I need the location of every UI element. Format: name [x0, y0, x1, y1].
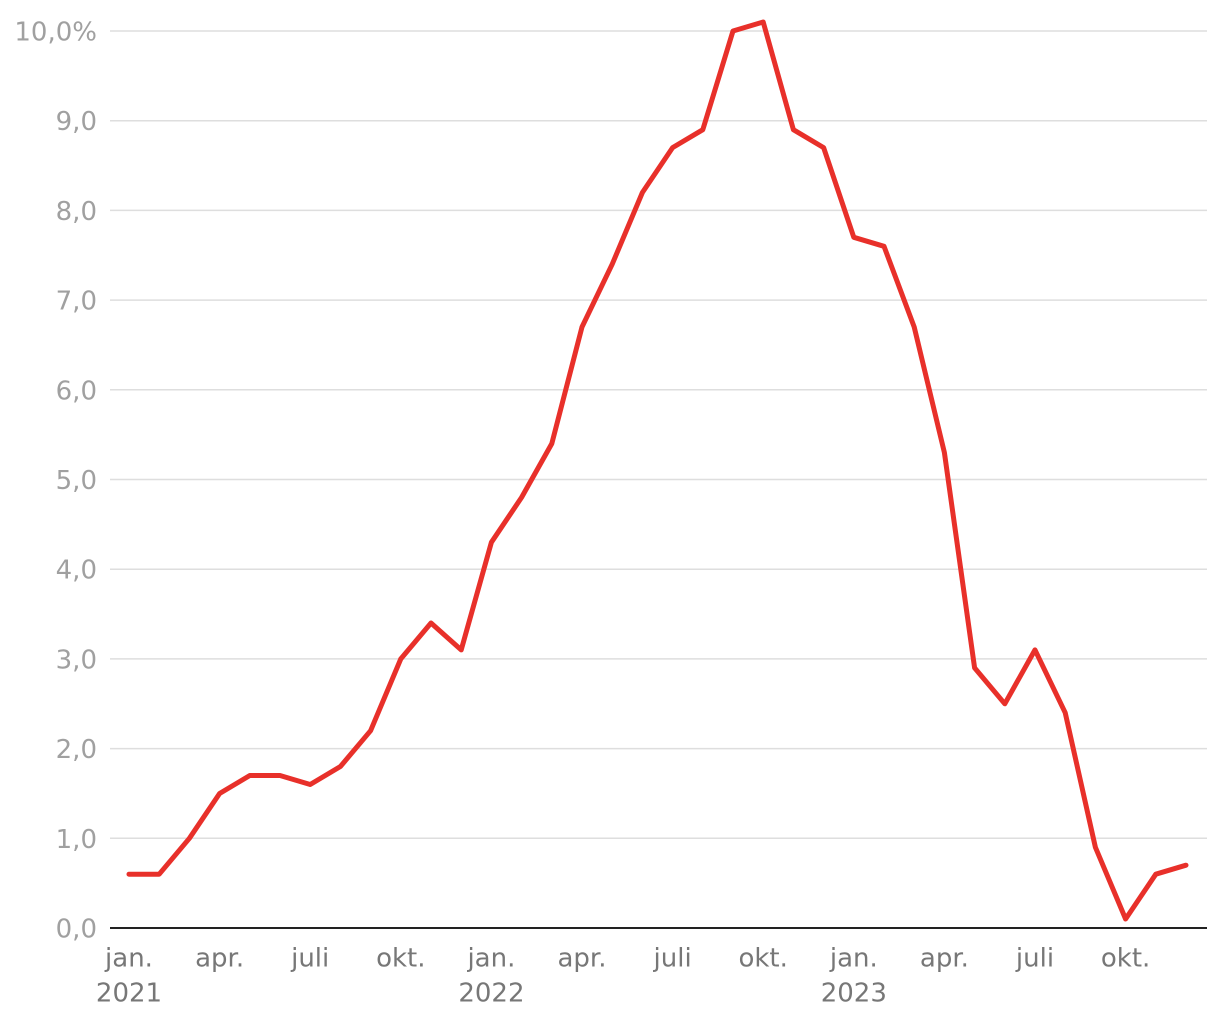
y-tick-label: 3,0 — [56, 645, 97, 675]
y-tick-label: 9,0 — [56, 107, 97, 137]
y-tick-label: 5,0 — [56, 466, 97, 496]
x-tick-label: okt. — [376, 944, 425, 974]
data-line — [126, 19, 1189, 922]
y-tick-label: 4,0 — [56, 556, 97, 586]
x-tick-label: apr. — [920, 944, 969, 974]
x-year-label: 2023 — [821, 979, 887, 1009]
y-tick-label: 8,0 — [56, 197, 97, 227]
x-tick-label: apr. — [557, 944, 606, 974]
x-year-label: 2021 — [96, 979, 162, 1009]
x-tick-label: juli — [290, 944, 329, 974]
x-tick-label: juli — [1015, 944, 1054, 974]
x-tick-label: jan. — [829, 944, 878, 974]
y-tick-label: 0,0 — [56, 915, 97, 945]
x-tick-label: okt. — [738, 944, 787, 974]
x-year-label: 2022 — [458, 979, 524, 1009]
x-tick-label: jan. — [466, 944, 515, 974]
x-tick-label: okt. — [1101, 944, 1150, 974]
y-tick-label: 6,0 — [56, 376, 97, 406]
x-tick-label: jan. — [104, 944, 153, 974]
x-tick-label: apr. — [195, 944, 244, 974]
y-tick-label: 7,0 — [56, 287, 97, 317]
y-tick-label: 2,0 — [56, 735, 97, 765]
y-tick-label: 1,0 — [56, 825, 97, 855]
x-tick-label: juli — [653, 944, 692, 974]
y-tick-label: 10,0% — [14, 18, 97, 48]
